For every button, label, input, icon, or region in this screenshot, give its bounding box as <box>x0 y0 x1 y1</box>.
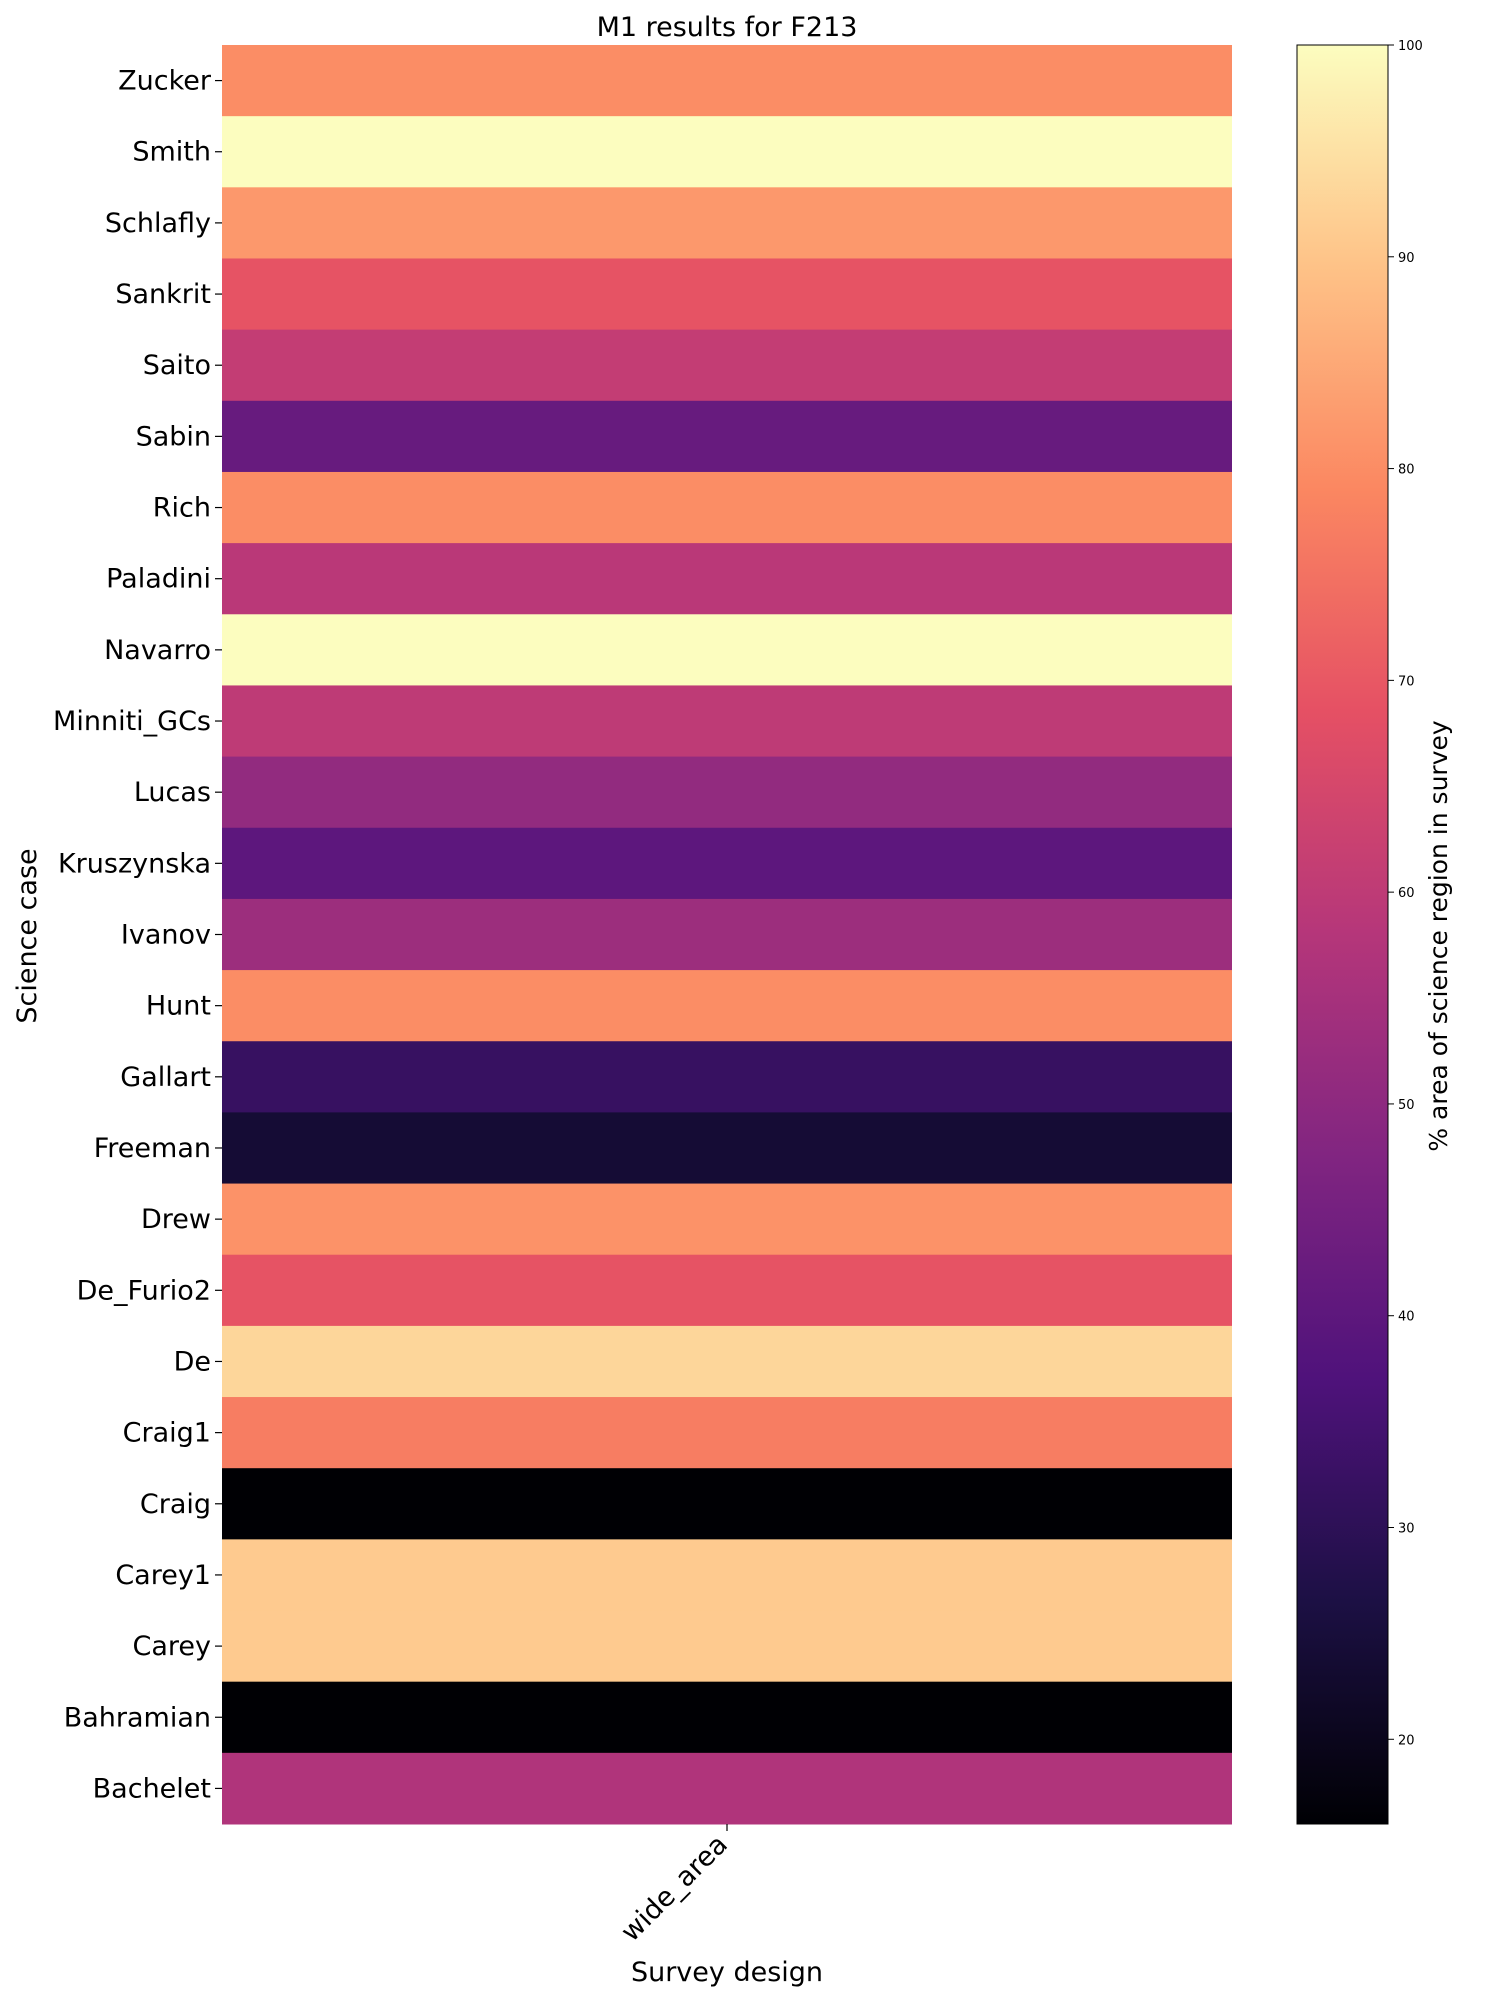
colorbar-tick-label: 20 <box>1398 1733 1415 1748</box>
heatmap-cell <box>222 543 1232 615</box>
y-tick-label: Minniti_GCs <box>53 706 211 737</box>
colorbar-tick-label: 70 <box>1398 674 1415 689</box>
x-axis-label: Survey design <box>631 1957 823 1988</box>
y-tick-label: Kruszynska <box>58 848 211 879</box>
heatmap-cell <box>222 970 1232 1042</box>
y-tick-label: Bahramian <box>64 1702 211 1733</box>
x-axis-ticks: wide_area <box>615 1824 734 1948</box>
colorbar-tick-label: 100 <box>1398 39 1423 54</box>
colorbar: 20 30 40 50 60 70 80 90 100 <box>1296 39 1423 1825</box>
heatmap-cell <box>222 1183 1232 1256</box>
colorbar-ticks: 20 30 40 50 60 70 80 90 100 <box>1388 39 1423 1748</box>
y-tick-label: Bachelet <box>93 1773 211 1804</box>
chart-title: M1 results for F213 <box>597 12 858 43</box>
colorbar-tick-label: 80 <box>1398 463 1415 478</box>
heatmap-cell <box>222 258 1232 331</box>
y-tick-label: Freeman <box>94 1133 211 1164</box>
y-tick-label: Hunt <box>146 991 211 1022</box>
heatmap-cell <box>222 898 1232 971</box>
y-tick-label: Smith <box>132 137 211 168</box>
y-tick-label: Schlafly <box>105 208 211 239</box>
y-tick-label: Carey <box>133 1631 212 1662</box>
heatmap-cell <box>222 1112 1232 1185</box>
y-tick-label: Carey1 <box>115 1560 211 1591</box>
heatmap-cell <box>222 1752 1232 1825</box>
y-tick-label: Saito <box>143 350 211 381</box>
y-tick-label: Drew <box>141 1204 211 1235</box>
colorbar-tick-label: 50 <box>1398 1098 1415 1113</box>
heatmap-cell <box>222 1254 1232 1327</box>
heatmap-cell <box>222 1539 1232 1612</box>
colorbar-gradient <box>1296 44 1389 1825</box>
y-tick-label: Craig1 <box>123 1418 211 1449</box>
heatmap-cell <box>222 187 1232 259</box>
y-tick-label: Sankrit <box>115 279 211 310</box>
colorbar-label: % area of science region in survey <box>1424 720 1453 1152</box>
y-tick-label: Rich <box>153 493 211 524</box>
heatmap-cell <box>222 1681 1232 1754</box>
y-tick-label: Navarro <box>104 635 211 666</box>
heatmap-cell <box>222 329 1232 402</box>
y-tick-label: De <box>174 1346 211 1377</box>
y-tick-label: Zucker <box>118 66 212 97</box>
heatmap-cell <box>222 827 1232 900</box>
y-axis-label: Science case <box>12 848 43 1023</box>
heatmap-cell <box>222 1325 1232 1398</box>
heatmap-cell <box>222 756 1232 829</box>
heatmap-cell <box>222 1041 1232 1113</box>
colorbar-tick-label: 40 <box>1398 1310 1415 1325</box>
y-axis-ticks: Zucker Smith Schlafly Sankrit Saito Sabin Rich… <box>53 66 222 1804</box>
heatmap-cell <box>222 1397 1232 1469</box>
heatmap-cell <box>222 614 1232 686</box>
y-tick-label: Sabin <box>136 421 211 452</box>
x-tick-label: wide_area <box>615 1829 734 1948</box>
colorbar-tick-label: 60 <box>1398 886 1415 901</box>
y-tick-label: De_Furio2 <box>77 1275 211 1306</box>
colorbar-tick-label: 30 <box>1398 1522 1415 1537</box>
y-tick-label: Paladini <box>106 564 211 595</box>
y-tick-label: Ivanov <box>121 920 211 951</box>
heatmap-cell <box>222 116 1232 188</box>
y-tick-label: Gallart <box>120 1062 211 1093</box>
heatmap-cell <box>222 471 1232 544</box>
heatmap-cell <box>222 45 1232 117</box>
y-tick-label: Craig <box>140 1489 211 1520</box>
y-tick-label: Lucas <box>134 777 211 808</box>
heatmap-cell <box>222 685 1232 758</box>
heatmap-cell <box>222 400 1232 473</box>
heatmap-cell <box>222 1468 1232 1540</box>
heatmap-cell <box>222 1610 1232 1683</box>
heatmap-cells <box>222 45 1232 1825</box>
colorbar-tick-label: 90 <box>1398 251 1415 266</box>
